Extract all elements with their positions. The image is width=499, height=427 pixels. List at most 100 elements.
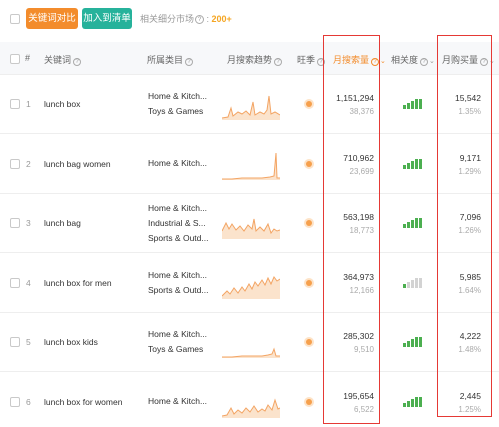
- keyword-link[interactable]: lunch bag: [44, 218, 81, 228]
- help-icon[interactable]: ?: [195, 15, 205, 24]
- col-keyword[interactable]: 关键词?: [44, 53, 82, 66]
- category-label: Home & Kitch...: [148, 269, 208, 280]
- trend-sparkline[interactable]: [222, 328, 280, 358]
- relevance-bar: [419, 396, 422, 407]
- category-label: Sports & Outd...: [148, 232, 209, 243]
- trend-sparkline[interactable]: [222, 388, 280, 418]
- header-checkbox[interactable]: [10, 54, 20, 64]
- row-index: 5: [26, 337, 31, 347]
- table-row[interactable]: 3 lunch bag Home & Kitch... Industrial & …: [0, 194, 499, 253]
- row-index: 3: [26, 218, 31, 228]
- relevance-bar: [411, 220, 414, 228]
- keyword-link[interactable]: lunch box for men: [44, 277, 112, 288]
- relevance-bar: [411, 279, 414, 288]
- season-dot-icon: [306, 339, 312, 345]
- purchase-rate: 1.26%: [458, 226, 481, 235]
- market-label: 相关细分市场: [140, 14, 195, 24]
- row-checkbox[interactable]: [10, 218, 20, 228]
- relevance-bar: [415, 396, 418, 407]
- row-checkbox[interactable]: [10, 396, 20, 407]
- row-checkbox[interactable]: [10, 337, 20, 347]
- col-purchases[interactable]: 月购买量? ⌄: [442, 53, 495, 66]
- help-icon[interactable]: ?: [73, 58, 82, 66]
- sparkline-line: [222, 95, 280, 119]
- row-checkbox[interactable]: [10, 158, 20, 169]
- col-trend-label: 月搜索趋势: [227, 55, 273, 65]
- trend-sparkline[interactable]: [222, 150, 280, 180]
- help-icon[interactable]: ?: [185, 58, 194, 66]
- relevance-bar: [415, 337, 418, 347]
- sparkline-area: [222, 219, 280, 239]
- sparkline-line: [222, 275, 280, 296]
- col-search-volume[interactable]: 月搜索量? ⌄: [333, 53, 386, 66]
- relevance-bar: [415, 218, 418, 228]
- purchases-value: 4,222: [459, 331, 481, 341]
- toolbar: 关键词对比 加入到清单 相关细分市场? : 200+: [0, 0, 499, 38]
- relevance-bar: [403, 283, 406, 288]
- category-label: Sports & Outd...: [148, 284, 209, 295]
- keyword-compare-button[interactable]: 关键词对比: [26, 8, 78, 29]
- col-trend[interactable]: 月搜索趋势?: [227, 53, 283, 66]
- help-icon[interactable]: ?: [480, 58, 489, 66]
- trend-sparkline[interactable]: [222, 209, 280, 239]
- col-category-label: 所属类目: [147, 55, 184, 65]
- relevance-bar: [415, 277, 418, 288]
- relevance-bar: [419, 158, 422, 169]
- sort-chevron-icon[interactable]: ⌄: [489, 58, 495, 65]
- col-relevance[interactable]: 相关度? ⌄: [391, 53, 435, 66]
- search-volume-value: 364,973: [343, 271, 374, 282]
- sparkline-line: [222, 218, 280, 235]
- col-category[interactable]: 所属类目?: [147, 53, 194, 66]
- sort-chevron-icon[interactable]: ⌄: [429, 58, 435, 65]
- keyword-link[interactable]: lunch box kids: [44, 337, 98, 347]
- relevance-bar: [403, 224, 406, 228]
- keyword-link[interactable]: lunch bag women: [44, 158, 111, 169]
- category-label: Home & Kitch...: [148, 91, 208, 101]
- help-icon[interactable]: ?: [371, 58, 380, 66]
- search-volume-value: 195,654: [343, 390, 374, 401]
- category-list: Home & Kitch... Industrial & S... Sports &…: [148, 201, 218, 246]
- purchases-cell: 9,171 1.29%: [436, 153, 481, 176]
- purchases-value: 9,171: [459, 152, 481, 163]
- table-row[interactable]: 2 lunch bag women Home & Kitch... 710,96…: [0, 135, 499, 194]
- keyword-link[interactable]: lunch box for women: [44, 396, 123, 407]
- relevance-bar: [407, 341, 410, 347]
- trend-sparkline[interactable]: [222, 90, 280, 120]
- relevance-signal-icon: [403, 218, 423, 228]
- search-volume-sub: 9,510: [353, 345, 374, 354]
- search-volume-cell: 563,198 18,773: [326, 212, 374, 235]
- table-row[interactable]: 4 lunch box for men Home & Kitch... Sport…: [0, 254, 499, 313]
- relevance-bar: [407, 281, 410, 288]
- trend-sparkline[interactable]: [222, 269, 280, 299]
- relevance-bar: [403, 105, 406, 109]
- purchase-rate: 1.35%: [458, 107, 481, 116]
- col-purchases-label: 月购买量: [442, 55, 479, 65]
- category-list: Home & Kitch...: [148, 156, 218, 171]
- table-row[interactable]: 6 lunch box for women Home & Kitch... 19…: [0, 373, 499, 427]
- help-icon[interactable]: ?: [420, 58, 429, 66]
- season-dot-icon: [306, 160, 312, 167]
- purchases-cell: 4,222 1.48%: [436, 331, 481, 354]
- row-checkbox[interactable]: [10, 99, 20, 109]
- select-all-checkbox[interactable]: [10, 14, 20, 24]
- relevance-bar: [411, 101, 414, 109]
- search-volume-value: 285,302: [343, 331, 374, 341]
- season-dot-icon: [306, 220, 312, 226]
- purchase-rate: 1.48%: [458, 345, 481, 354]
- category-label: Home & Kitch...: [148, 329, 208, 339]
- add-to-list-button[interactable]: 加入到清单: [82, 8, 132, 29]
- related-market-info: 相关细分市场? : 200+: [140, 14, 232, 24]
- table-row[interactable]: 1 lunch box Home & Kitch... Toys & Games …: [0, 75, 499, 134]
- search-volume-sub: 38,376: [349, 107, 374, 116]
- keyword-link[interactable]: lunch box: [44, 99, 81, 109]
- relevance-bar: [407, 400, 410, 407]
- col-keyword-label: 关键词: [44, 55, 72, 65]
- row-index: 4: [26, 277, 31, 288]
- relevance-signal-icon: [403, 337, 423, 347]
- help-icon[interactable]: ?: [274, 58, 283, 66]
- table-row[interactable]: 5 lunch box kids Home & Kitch... Toys & G…: [0, 313, 499, 372]
- col-seller[interactable]: 旺季?: [297, 53, 326, 66]
- sort-chevron-icon[interactable]: ⌄: [380, 58, 386, 65]
- help-icon[interactable]: ?: [317, 58, 326, 66]
- row-checkbox[interactable]: [10, 277, 20, 288]
